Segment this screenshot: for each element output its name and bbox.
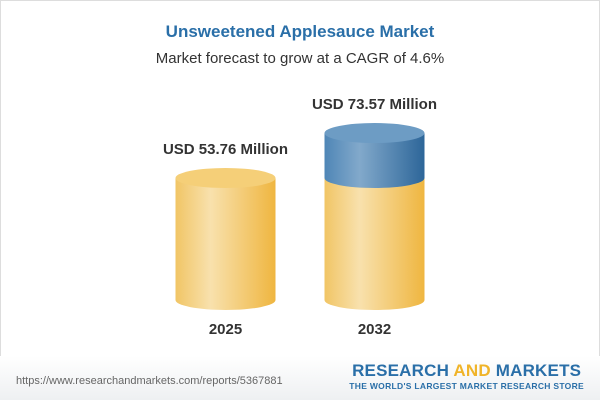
- x-tick-label: 2025: [209, 321, 242, 338]
- x-tick-label: 2032: [358, 321, 391, 338]
- brand-logo: RESEARCH AND MARKETS THE WORLD'S LARGEST…: [349, 361, 584, 391]
- bar-2025-top: [175, 168, 276, 188]
- bar-2032-growth-body: [324, 133, 425, 189]
- footer: [0, 356, 600, 400]
- chart-title: Unsweetened Applesauce Market: [165, 22, 435, 41]
- cylinder-chart: USD 53.76 Million 2025 USD 73.57 Million 20…: [163, 96, 437, 338]
- source-url[interactable]: https://www.researchandmarkets.com/repor…: [16, 375, 283, 387]
- bar-2032-growth: [324, 123, 425, 189]
- data-label: USD 53.76 Million: [163, 141, 288, 158]
- data-label: USD 73.57 Million: [312, 96, 437, 113]
- bar-2025-body: [175, 178, 276, 310]
- bar-2025: [175, 168, 276, 310]
- bar-2032-growth-top: [324, 123, 425, 144]
- bar-2032-base-body: [324, 178, 425, 310]
- bar-2032-base: [324, 168, 425, 310]
- chart-subtitle: Market forecast to grow at a CAGR of 4.6…: [155, 50, 445, 67]
